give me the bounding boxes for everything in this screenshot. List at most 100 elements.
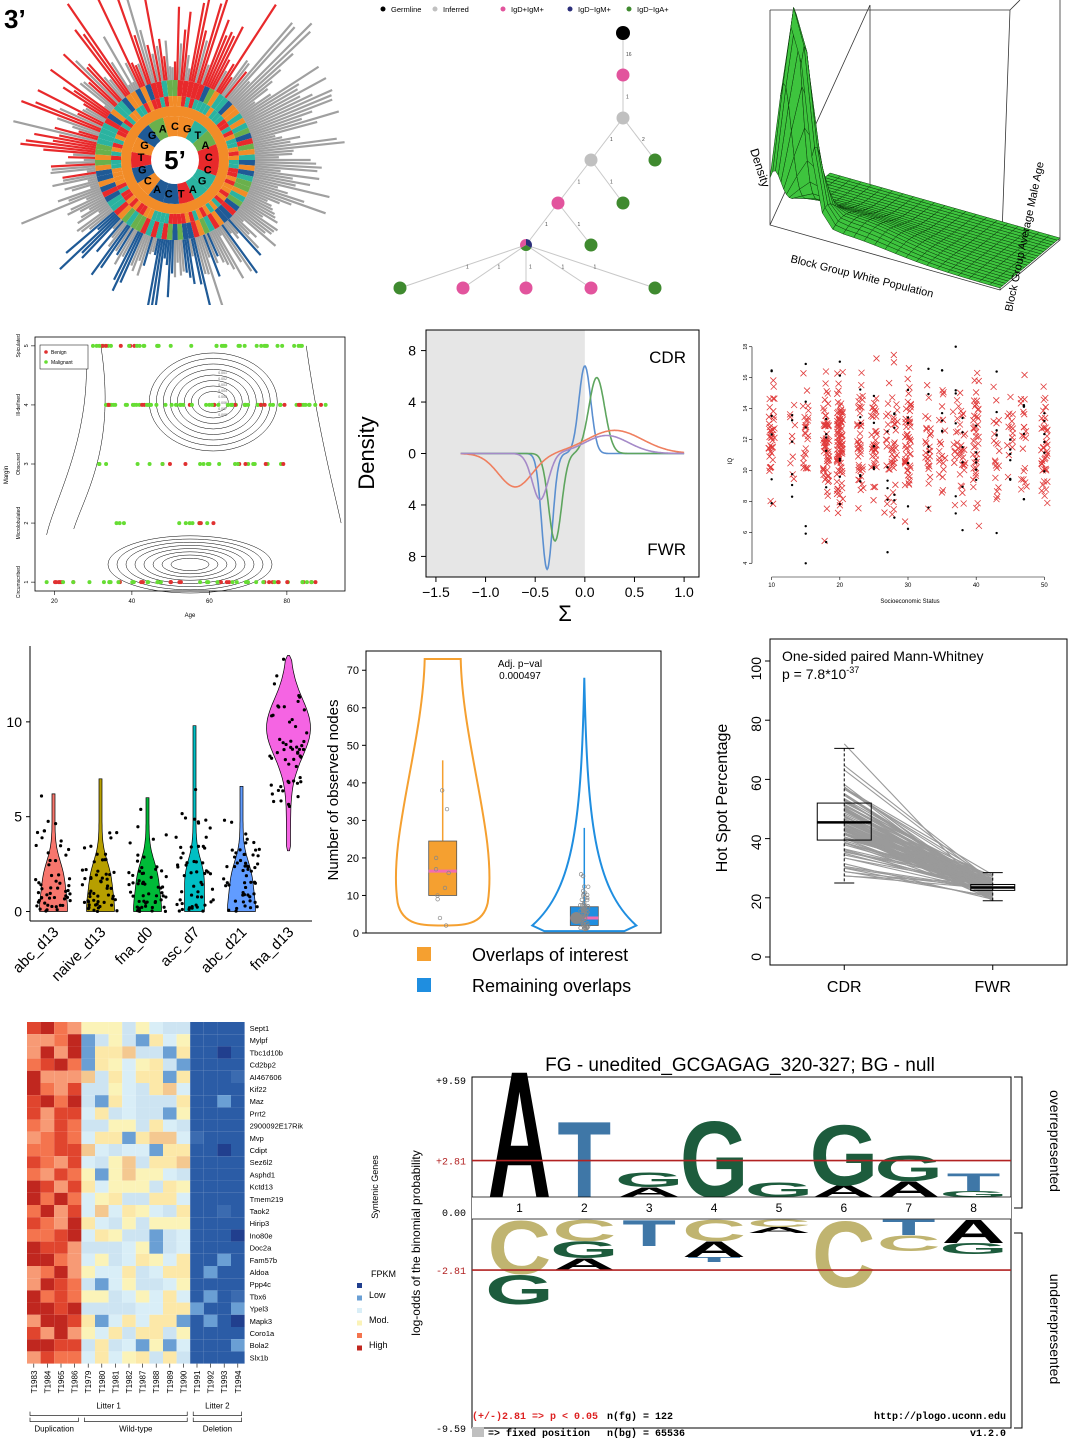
violin-point: [183, 816, 188, 820]
circos-bar: [65, 211, 115, 254]
iq-marker: [1044, 441, 1051, 449]
heatmap-cell: [122, 1266, 136, 1279]
violin-point: [245, 837, 249, 841]
heatmap-cell: [190, 1107, 204, 1120]
heatmap-cell: [54, 1351, 68, 1364]
violin-point: [135, 859, 140, 863]
violin-point: [89, 876, 93, 881]
pb-paired-line: [843, 788, 994, 884]
vb-point: [580, 908, 586, 913]
circos-bar: [88, 81, 117, 108]
circos-bar: [59, 214, 118, 270]
iq-marker: [893, 451, 901, 459]
iq-marker: [888, 460, 896, 468]
seqlogo-letter: A: [682, 1237, 746, 1262]
circos-ring-letter: T: [138, 152, 145, 164]
circos-ring-segment: [191, 210, 199, 221]
circos-bar: [226, 220, 239, 235]
violin-point: [180, 812, 184, 816]
violin-point: [34, 843, 38, 848]
circos-bar: [221, 59, 249, 96]
violin-point: [92, 891, 96, 896]
heatmap-cell: [108, 1156, 123, 1169]
circos-bar: [254, 163, 322, 169]
violin-point: [175, 863, 180, 867]
heatmap-group-label: Litter 1: [96, 1402, 121, 1411]
circos-ring-segment: [238, 148, 255, 156]
circos-ring-segment: [208, 109, 218, 120]
violin-point: [195, 870, 199, 874]
violin-point: [108, 831, 112, 835]
iq-point: [886, 466, 889, 469]
iq-marker: [767, 464, 774, 471]
circos-ring-segment: [125, 194, 137, 205]
circos-ring-letter: G: [198, 175, 207, 187]
violin-point: [54, 905, 58, 909]
iq-marker: [859, 463, 866, 471]
circos-ring-segment: [139, 204, 148, 216]
vb-point-cluster: [570, 911, 583, 924]
circos-ring-segment: [98, 132, 115, 143]
circos-ring-segment: [225, 138, 237, 146]
heatmap-cell: [67, 1034, 82, 1047]
circos-ring-segment: [125, 93, 140, 110]
seqlogo-ytick-label: +2.81: [436, 1158, 466, 1169]
iq-marker: [802, 421, 809, 429]
circos-bar: [34, 132, 97, 147]
violin-point: [58, 881, 62, 885]
iq-marker: [884, 410, 892, 418]
heatmap-row-label: Cdipt: [250, 1146, 268, 1155]
violin-point: [89, 889, 93, 893]
violin-point: [156, 885, 160, 889]
iq-marker: [768, 434, 776, 441]
iq-marker: [992, 458, 999, 466]
iq-marker: [905, 433, 912, 441]
heatmap-cell: [81, 1095, 95, 1108]
heatmap-cell: [27, 1119, 41, 1132]
circos-ring-segment: [220, 126, 232, 135]
heatmap-cell: [40, 1351, 55, 1364]
heatmap-row-label: Slx1b: [250, 1353, 269, 1362]
heatmap-cell: [40, 1095, 55, 1108]
circos-bar: [178, 43, 183, 81]
circos-ring-letter: C: [144, 175, 152, 187]
circos-ring-segment: [226, 142, 238, 149]
contour-line: [149, 352, 278, 452]
heatmap-cell: [40, 1339, 55, 1352]
heatmap-cell: [190, 1180, 204, 1193]
iq-marker: [770, 377, 777, 384]
contour-line: [177, 374, 250, 430]
iq-point: [886, 498, 889, 501]
circos-bar: [72, 125, 100, 137]
heatmap-cell: [95, 1034, 109, 1047]
contour-level-label: 0.006: [218, 401, 227, 405]
iq-point: [824, 540, 828, 544]
heatmap-cell: [108, 1205, 123, 1218]
iq-marker: [961, 459, 969, 467]
heatmap-cell: [54, 1144, 68, 1157]
vb-point: [579, 897, 585, 902]
tree-legend-label: Germline: [391, 5, 421, 14]
iq-point: [893, 516, 896, 519]
circos-bar: [88, 199, 107, 211]
heatmap-cell: [203, 1290, 218, 1303]
iq-point: [974, 478, 978, 482]
heatmap-cell: [176, 1253, 191, 1266]
heatmap-row-label: AI467606: [250, 1073, 282, 1082]
heatmap-cell: [135, 1339, 150, 1352]
circos-bar: [62, 171, 97, 179]
violin-point: [96, 900, 100, 904]
iq-point: [804, 362, 807, 366]
violin-point: [282, 747, 286, 752]
heatmap-cell: [67, 1266, 82, 1279]
violin-point: [87, 905, 91, 910]
circos-ring-segment: [185, 120, 208, 144]
violin-point: [255, 905, 259, 909]
violin-point: [270, 792, 274, 796]
surface-box-edges: [769, 0, 1061, 291]
heatmap-cell: [190, 1278, 204, 1291]
heatmap-cell: [27, 1046, 41, 1059]
iq-point: [974, 461, 978, 464]
circos-ring-segment: [95, 143, 113, 152]
iq-marker: [1041, 466, 1048, 473]
